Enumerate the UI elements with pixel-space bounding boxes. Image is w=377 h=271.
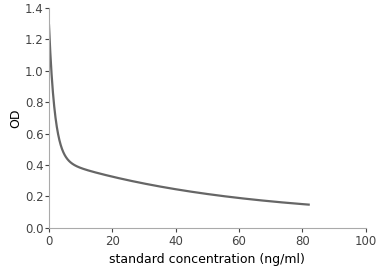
X-axis label: standard concentration (ng/ml): standard concentration (ng/ml) <box>109 253 305 266</box>
Y-axis label: OD: OD <box>9 108 22 128</box>
